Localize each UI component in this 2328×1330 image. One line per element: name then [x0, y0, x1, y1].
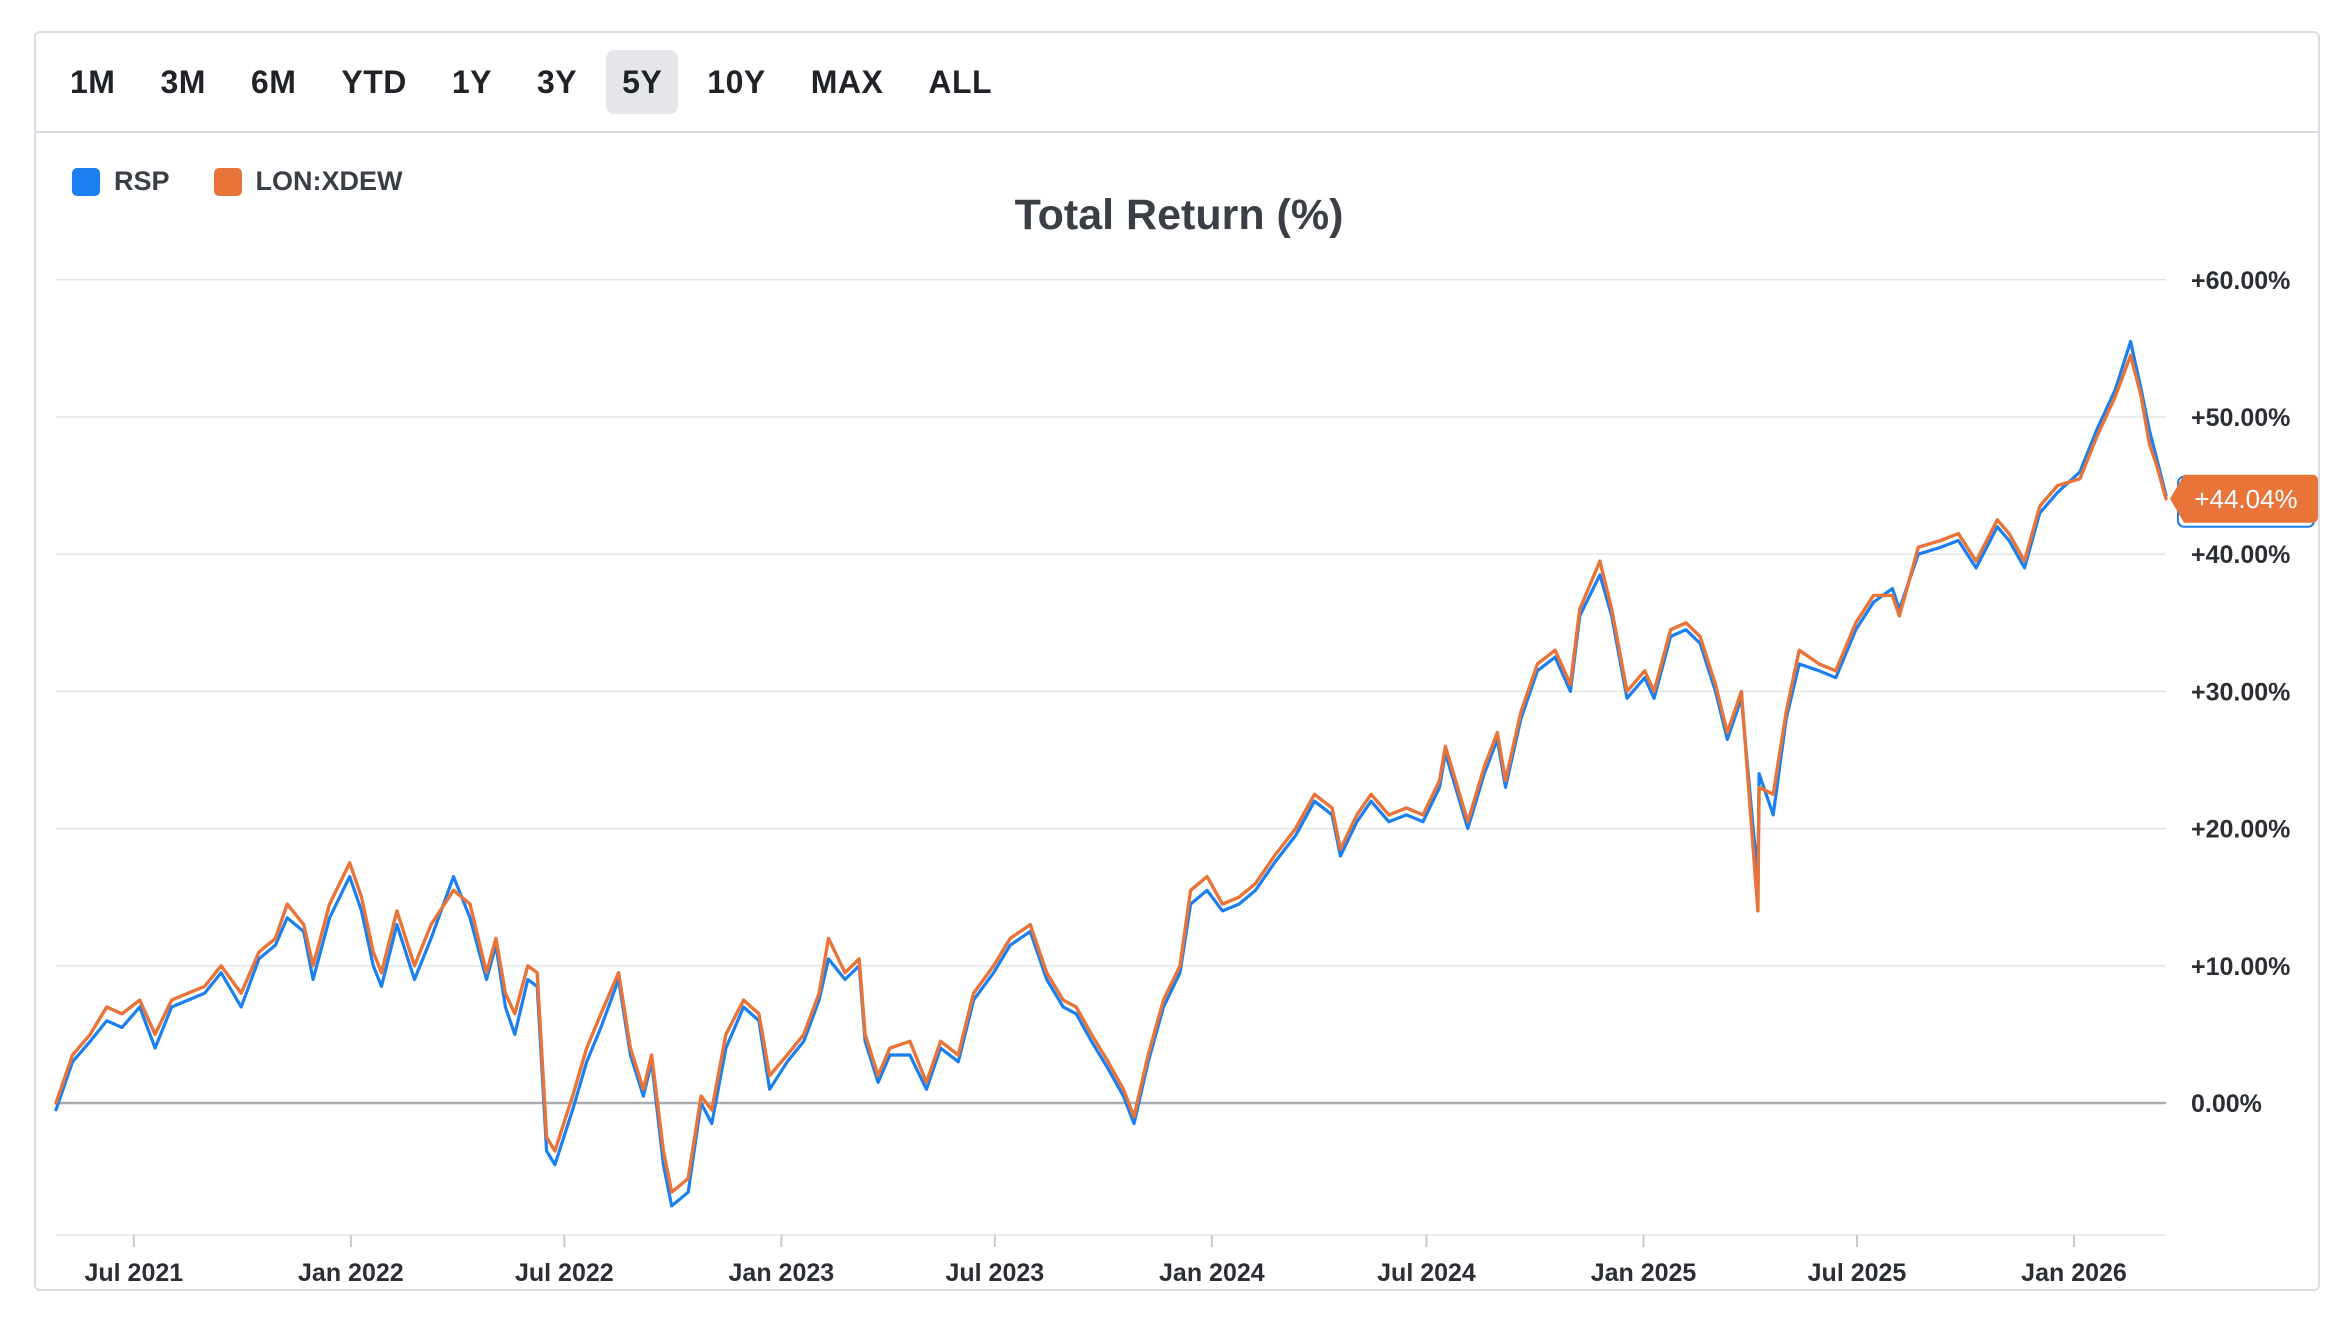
last-value-badge: [2170, 474, 2318, 523]
last-value-label: +44.04%: [2194, 484, 2297, 514]
range-button-max[interactable]: MAX: [810, 63, 884, 100]
series-line-xdew: [54, 353, 2168, 1194]
x-tick-label: Jan 2023: [729, 1259, 835, 1287]
chart-title: Total Return (%): [1014, 191, 1344, 239]
y-tick-label: +60.00%: [2191, 267, 2290, 295]
legend-label-xdew: LON:XDEW: [255, 166, 403, 196]
series-line-rsp: [54, 339, 2168, 1208]
chart-legend: RSP LON:XDEW: [72, 166, 447, 197]
x-tick-label: Jul 2025: [1808, 1259, 1907, 1287]
y-tick-label: +50.00%: [2191, 404, 2290, 432]
legend-swatch-rsp: [72, 167, 100, 196]
range-button-10y[interactable]: 10Y: [707, 63, 766, 100]
range-button-all[interactable]: ALL: [928, 63, 993, 100]
range-button-1y[interactable]: 1Y: [451, 63, 492, 100]
range-button-6m[interactable]: 6M: [250, 63, 297, 100]
range-button-ytd[interactable]: YTD: [341, 63, 407, 100]
x-tick-label: Jan 2026: [2021, 1259, 2127, 1287]
legend-item-xdew[interactable]: LON:XDEW: [213, 166, 403, 197]
chart-widget: 1M 3M 6M YTD 1Y 3Y 5Y 10Y MAX ALL RSP LO…: [34, 31, 2320, 1291]
range-button-5y[interactable]: 5Y: [606, 50, 679, 114]
x-tick-label: Jan 2024: [1159, 1259, 1265, 1287]
range-button-3y[interactable]: 3Y: [537, 63, 578, 100]
y-tick-label: +20.00%: [2191, 816, 2290, 844]
legend-label-rsp: RSP: [114, 166, 170, 196]
y-tick-label: +10.00%: [2191, 953, 2290, 981]
x-tick-label: Jan 2022: [298, 1259, 404, 1287]
range-button-1m[interactable]: 1M: [70, 63, 116, 100]
y-tick-label: 0.00%: [2191, 1090, 2262, 1118]
y-tick-label: +40.00%: [2191, 541, 2290, 569]
x-tick-label: Jul 2022: [515, 1259, 614, 1287]
x-tick-label: Jul 2021: [84, 1259, 183, 1287]
y-tick-label: +30.00%: [2191, 678, 2290, 706]
range-button-3m[interactable]: 3M: [160, 63, 206, 100]
time-range-selector: 1M 3M 6M YTD 1Y 3Y 5Y 10Y MAX ALL: [36, 33, 2318, 133]
chart-plot[interactable]: +60.00% +50.00% +40.00% +30.00% +20.00% +10.0…: [36, 33, 2322, 1293]
x-tick-label: Jul 2023: [945, 1259, 1044, 1287]
legend-item-rsp[interactable]: RSP: [72, 166, 170, 197]
legend-swatch-xdew: [213, 167, 242, 196]
x-tick-label: Jan 2025: [1591, 1259, 1697, 1287]
x-tick-label: Jul 2024: [1377, 1259, 1476, 1287]
